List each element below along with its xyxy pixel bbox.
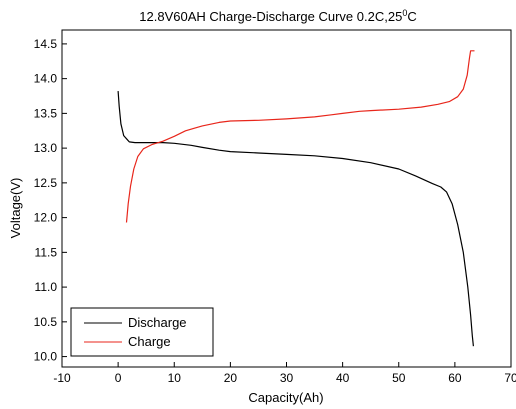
y-tick-label: 10.0	[34, 350, 58, 364]
y-tick-label: 14.0	[34, 72, 58, 86]
x-tick-label: 30	[280, 371, 294, 385]
series-line-charge	[125, 50, 475, 223]
y-axis-label: Voltage(V)	[8, 178, 23, 239]
x-axis: -10 0 10 20 30 40 50 60 70	[53, 362, 516, 385]
y-tick-label: 12.5	[34, 176, 58, 190]
x-tick-label: 0	[115, 371, 122, 385]
chart-title: 12.8V60AH Charge-Discharge Curve 0.2C,25…	[139, 8, 416, 24]
legend-label-discharge: Discharge	[128, 315, 187, 330]
y-tick-label: 13.5	[34, 106, 58, 120]
x-tick-label: 20	[224, 371, 238, 385]
x-tick-label: 60	[448, 371, 462, 385]
x-tick-label: 50	[392, 371, 406, 385]
legend: Discharge Charge	[70, 307, 214, 357]
series-line-discharge	[117, 91, 474, 347]
legend-box	[70, 307, 214, 357]
y-tick-label: 14.5	[34, 37, 58, 51]
y-tick-label: 13.0	[34, 141, 58, 155]
x-axis-label: Capacity(Ah)	[248, 390, 323, 405]
y-tick-label: 11.0	[35, 280, 58, 294]
y-tick-label: 10.5	[34, 315, 58, 329]
y-axis: 10.0 10.5 11.0 11.5 12.0 12.5 13.0 13.5 14.0 14.5	[34, 37, 67, 364]
y-tick-label: 12.0	[34, 211, 58, 225]
x-tick-label: -10	[53, 371, 71, 385]
x-tick-label: 70	[504, 371, 516, 385]
y-tick-label: 11.5	[35, 245, 58, 259]
series-layer	[117, 50, 475, 347]
x-tick-label: 40	[336, 371, 350, 385]
x-tick-label: 10	[168, 371, 182, 385]
legend-label-charge: Charge	[128, 334, 171, 349]
